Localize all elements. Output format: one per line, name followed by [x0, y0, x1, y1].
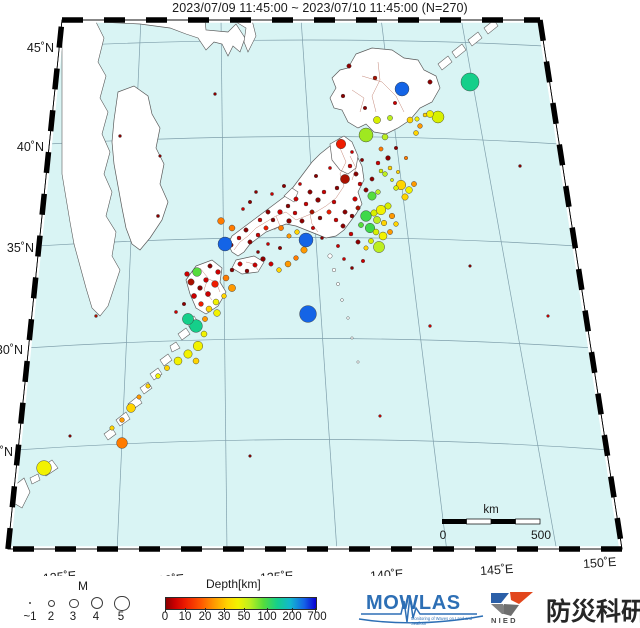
lat-label-25N: 25˚N	[0, 445, 13, 459]
mowlas-logo[interactable]: MOWLAS Monitoring of Waves on Land and S…	[357, 592, 485, 627]
lon-label-125E: 125˚E	[42, 569, 76, 576]
magnitude-label-2: 2	[47, 611, 55, 623]
depth-legend: Depth[km] 0 10 20 30 50 100 200 700	[160, 577, 340, 627]
land-izu-islands	[327, 253, 360, 364]
magnitude-legend-title: M	[78, 579, 88, 593]
map-canvas: km 0 500 45˚N 40˚N 35˚N 30˚N 25˚N 125˚E …	[0, 17, 626, 576]
magnitude-symbol-2	[48, 600, 55, 607]
lon-label-130E: 130˚E	[150, 572, 184, 576]
cbar-tick-100	[267, 608, 268, 612]
land-russia	[61, 20, 246, 57]
lon-label-150E: 150˚E	[583, 555, 617, 571]
magnitude-symbol-1	[29, 602, 32, 605]
lat-label-45N: 45˚N	[27, 41, 54, 55]
page-title: 2023/07/09 11:45:00 ~ 2023/07/10 11:45:0…	[172, 1, 468, 15]
land-sakhalin	[235, 20, 257, 53]
lat-label-30N: 30˚N	[0, 343, 23, 357]
cbar-label-10: 10	[178, 611, 192, 623]
graticule-parallels	[15, 39, 611, 451]
cbar-label-50: 50	[237, 611, 251, 623]
lat-label-40N: 40˚N	[17, 140, 44, 154]
cbar-tick-700	[315, 608, 316, 612]
scalebar-min: 0	[440, 528, 447, 542]
cbar-label-100: 100	[257, 611, 277, 623]
lon-label-140E: 140˚E	[370, 567, 404, 576]
magnitude-label-3: 3	[69, 611, 77, 623]
magnitude-label-5: 5	[117, 611, 125, 623]
cbar-tick-30	[224, 608, 225, 612]
ocean-fill	[8, 20, 622, 549]
magnitude-legend: M ~1 2 3 4 5	[18, 579, 158, 627]
magnitude-label-1: ~1	[23, 611, 37, 623]
prefecture-boundaries	[199, 61, 405, 301]
map-body	[8, 20, 622, 549]
magnitude-symbol-3	[69, 598, 79, 609]
nied-wordmark: NIED	[491, 616, 518, 625]
mowlas-tagline: Monitoring of Waves on Land and Seafloor	[411, 616, 473, 627]
magnitude-symbol-5	[114, 595, 130, 612]
lon-label-145E: 145˚E	[480, 562, 514, 576]
land-china-coast	[61, 21, 121, 317]
nied-kanji-name: 防災科研	[546, 597, 640, 626]
longitude-labels: 125˚E 130˚E 135˚E 140˚E 145˚E 150˚E	[42, 555, 616, 576]
nied-mark-icon	[491, 592, 533, 616]
cbar-tick-10	[185, 608, 186, 612]
cbar-label-20: 20	[198, 611, 212, 623]
land-korea	[111, 85, 169, 251]
cbar-tick-200	[292, 608, 293, 612]
cbar-tick-0	[165, 608, 166, 612]
lat-label-35N: 35˚N	[7, 241, 34, 255]
scale-bar: km 0 500	[440, 504, 552, 542]
cbar-label-30: 30	[217, 611, 231, 623]
land-kurils	[437, 20, 499, 71]
legend-strip: M ~1 2 3 4 5 Depth[km] 0 10 20 30 50 100…	[0, 577, 640, 627]
map-frame	[4, 17, 626, 552]
scalebar-max: 500	[531, 528, 551, 542]
magnitude-symbol-4	[91, 597, 104, 610]
mowlas-wordmark: MOWLAS	[366, 592, 461, 614]
earthquake-markers	[36, 63, 550, 476]
depth-legend-title: Depth[km]	[206, 577, 261, 591]
cbar-tick-20	[205, 608, 206, 612]
nied-logo[interactable]: NIED 防災科研	[489, 590, 640, 627]
depth-colorbar	[165, 597, 317, 610]
lon-label-135E: 135˚E	[260, 569, 294, 576]
cbar-tick-50	[244, 608, 245, 612]
scalebar-title: km	[483, 504, 498, 516]
mowlas-waveform-icon	[358, 595, 484, 624]
earthquake-map[interactable]: km 0 500 45˚N 40˚N 35˚N 30˚N 25˚N 125˚E …	[0, 16, 640, 576]
cbar-label-0: 0	[161, 611, 169, 623]
cbar-label-200: 200	[282, 611, 302, 623]
cbar-label-700: 700	[307, 611, 327, 623]
latitude-labels: 45˚N 40˚N 35˚N 30˚N 25˚N	[0, 41, 54, 459]
magnitude-label-4: 4	[92, 611, 100, 623]
